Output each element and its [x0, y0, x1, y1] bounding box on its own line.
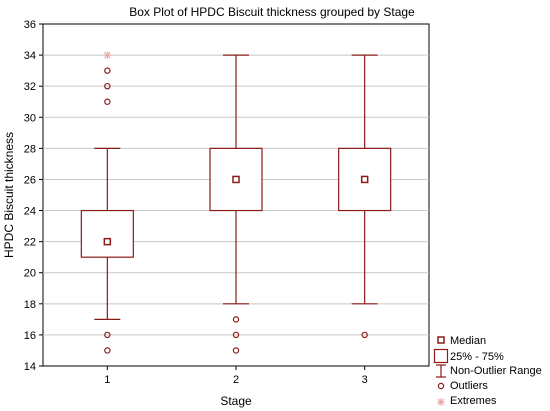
legend-outliers: Outliers: [437, 380, 488, 392]
y-axis: 14 16 18 20 22 24 26 28 30 32 34 36: [24, 19, 43, 373]
outlier-point: [104, 82, 111, 90]
outlier-point: [104, 67, 111, 74]
legend-outliers-label: Outliers: [450, 380, 488, 392]
legend-outlier-marker: [437, 382, 445, 390]
y-tick-label-24: 24: [24, 206, 36, 218]
box-group-2: [209, 54, 263, 354]
box-group-1: [80, 51, 134, 354]
y-tick-label-28: 28: [24, 143, 36, 155]
legend-extremes-label: Extremes: [450, 395, 497, 407]
legend: Median 25% - 75% Non-Outlier Range Outli…: [433, 335, 542, 407]
x-tick-label-1: 1: [104, 374, 110, 386]
legend-box: 25% - 75%: [433, 348, 504, 364]
y-tick-label-32: 32: [24, 81, 36, 93]
y-tick-label-36: 36: [24, 19, 36, 31]
outlier-point: [232, 347, 240, 354]
y-tick-label-22: 22: [24, 237, 36, 249]
outlier-point: [232, 331, 240, 339]
y-tick-label-18: 18: [24, 299, 36, 311]
outlier-point: [232, 316, 240, 323]
box-series: [80, 51, 392, 354]
legend-median-marker: [437, 336, 445, 344]
outlier-point: [361, 331, 368, 339]
legend-median: Median: [437, 335, 486, 347]
y-tick-label-26: 26: [24, 174, 36, 186]
legend-box-marker: [433, 348, 449, 364]
median-marker: [103, 237, 112, 246]
x-axis: 1 2 3: [104, 366, 368, 386]
iqr-box: [80, 209, 134, 258]
y-tick-label-14: 14: [24, 361, 36, 373]
legend-box-label: 25% - 75%: [450, 351, 504, 363]
extreme-point: [103, 51, 112, 60]
legend-median-label: Median: [450, 335, 486, 347]
box-group-3: [338, 54, 392, 339]
legend-range: Non-Outlier Range: [436, 364, 542, 378]
legend-extreme-marker: [437, 398, 445, 406]
y-tick-label-30: 30: [24, 112, 36, 124]
outlier-point: [104, 98, 111, 105]
legend-range-label: Non-Outlier Range: [450, 365, 542, 377]
chart-title: Box Plot of HPDC Biscuit thickness group…: [129, 5, 415, 19]
median-marker: [232, 175, 240, 184]
x-tick-label-2: 2: [233, 374, 239, 386]
median-marker: [360, 175, 369, 184]
y-tick-label-20: 20: [24, 268, 36, 280]
x-tick-label-3: 3: [362, 374, 368, 386]
x-axis-label: Stage: [220, 394, 252, 408]
outlier-point: [104, 347, 111, 354]
outlier-point: [104, 331, 111, 339]
y-tick-label-34: 34: [24, 50, 36, 62]
legend-extremes: Extremes: [437, 395, 497, 407]
y-axis-label: HPDC Biscuit thickness: [2, 132, 16, 258]
y-tick-label-16: 16: [24, 330, 36, 342]
